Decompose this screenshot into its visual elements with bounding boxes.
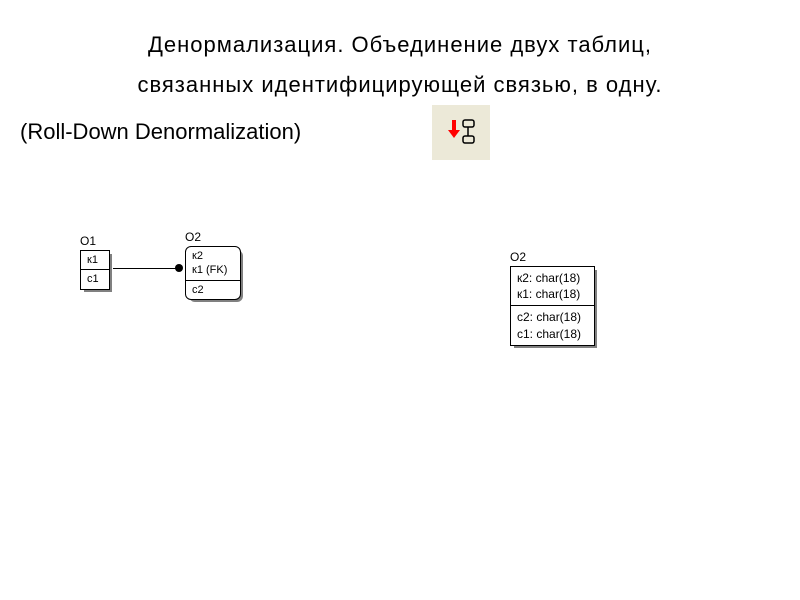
entity2-label: O2	[185, 230, 201, 244]
entity1-label: O1	[80, 234, 96, 248]
entity1-attr-0: с1	[87, 272, 103, 286]
page-title: Денормализация. Объединение двух таблиц,…	[0, 0, 800, 104]
connector-line	[113, 268, 177, 269]
title-line2: связанных идентифицирующей связью, в одн…	[0, 65, 800, 105]
title-line1: Денормализация. Объединение двух таблиц,	[0, 25, 800, 65]
entity2-pk-1: к1 (FK)	[192, 263, 234, 277]
entity2-box: к2 к1 (FK) с2	[185, 246, 241, 300]
entity1-box: к1 с1	[80, 250, 110, 290]
rolldown-icon	[432, 105, 490, 160]
entity1-pk-0: к1	[87, 253, 103, 267]
result-entity-box: к2: char(18) к1: char(18) с2: char(18) с…	[510, 266, 595, 346]
result-pk-0: к2: char(18)	[517, 270, 588, 286]
result-attr-1: с1: char(18)	[517, 326, 588, 342]
diagram-area: O1 к1 с1 O2 к2 к1 (FK) с2 O2 к2: char(18…	[0, 220, 800, 420]
result-attr-0: с2: char(18)	[517, 309, 588, 325]
result-entity-label: O2	[510, 250, 526, 264]
result-pk-1: к1: char(18)	[517, 286, 588, 302]
entity2-pk-0: к2	[192, 249, 234, 263]
connector-dot	[175, 264, 183, 272]
subtitle: (Roll-Down Denormalization)	[0, 104, 800, 145]
entity2-attr-0: с2	[192, 283, 234, 297]
